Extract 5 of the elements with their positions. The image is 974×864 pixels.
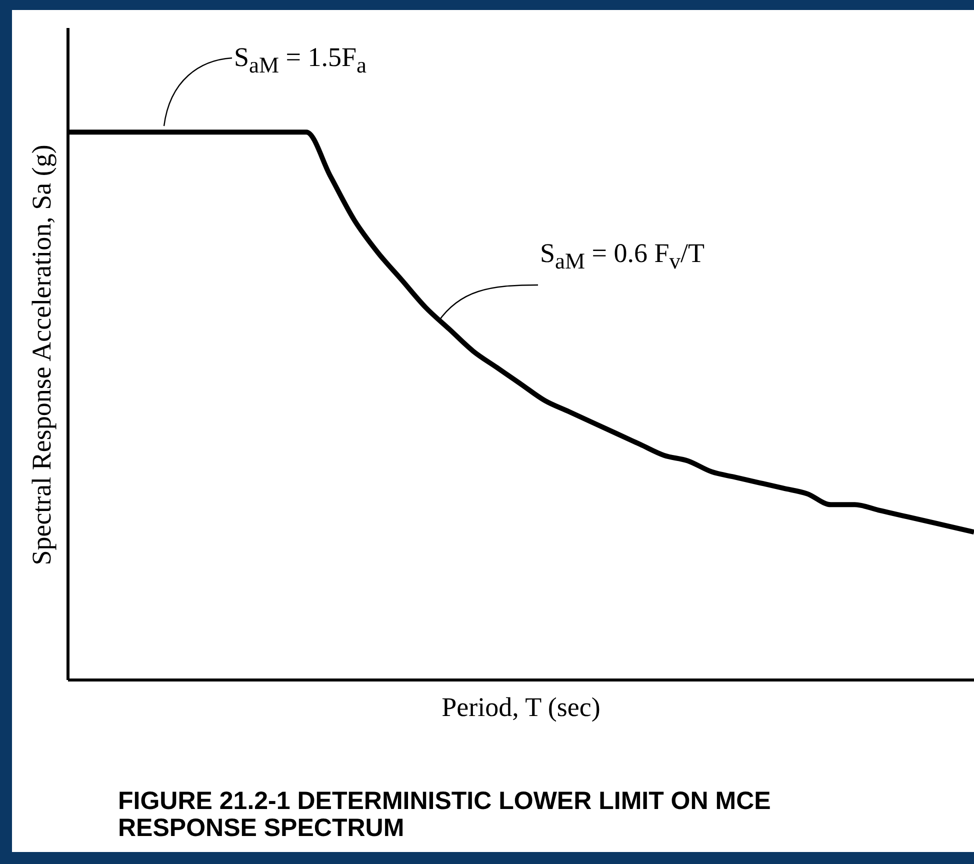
y-axis-title: Spectral Response Acceleration, Sa (g) <box>26 144 58 566</box>
text: S$_{aM}$ = 1.5F$_{a}$ <box>234 42 367 78</box>
annotation: S$_{aM}$ = 0.6 F$_{v}$/T <box>540 238 705 274</box>
text: FIGURE 21.2-1 DETERMINISTIC LOWER LIMIT ON MCE RESPONSE SPECTRUM <box>118 787 772 842</box>
x-axis-title: Period, T (sec) <box>440 692 602 723</box>
